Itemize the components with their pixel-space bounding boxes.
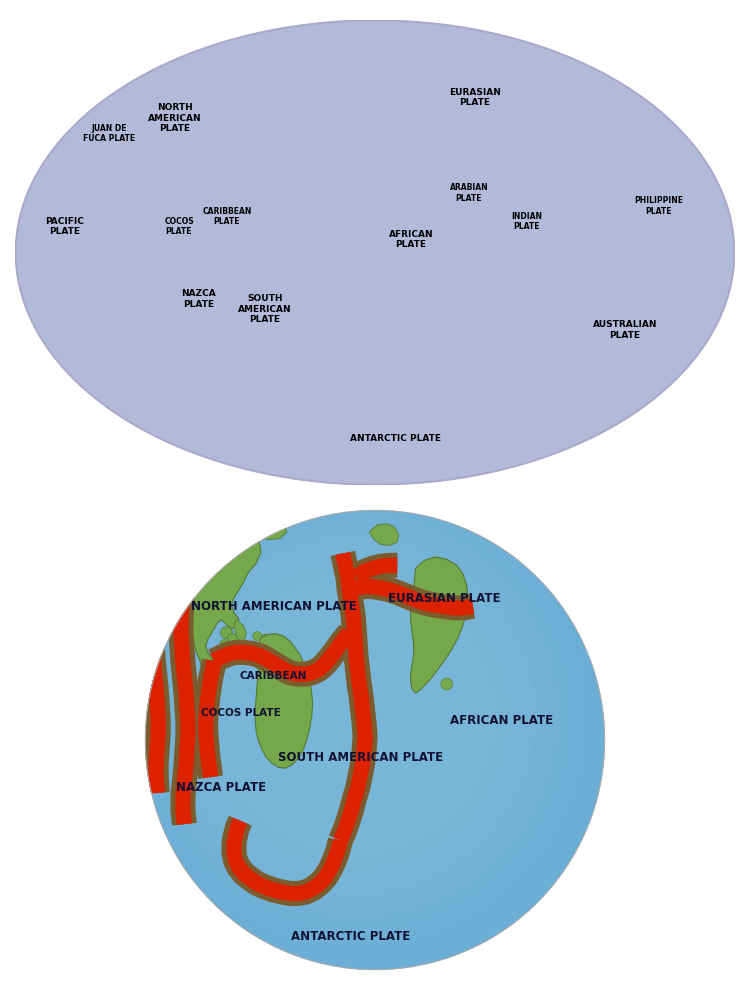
Circle shape <box>227 634 238 644</box>
Polygon shape <box>411 557 468 693</box>
Circle shape <box>268 637 277 645</box>
Text: NAZCA
PLATE: NAZCA PLATE <box>182 289 216 309</box>
Text: EURASIAN
PLATE: EURASIAN PLATE <box>449 88 501 107</box>
Circle shape <box>275 639 284 648</box>
Text: NAZCA PLATE: NAZCA PLATE <box>176 781 266 794</box>
Text: ANTARCTIC PLATE: ANTARCTIC PLATE <box>350 434 440 443</box>
Circle shape <box>261 634 269 643</box>
Text: SOUTH AMERICAN PLATE: SOUTH AMERICAN PLATE <box>278 751 442 764</box>
Text: JUAN DE
FUCA PLATE: JUAN DE FUCA PLATE <box>83 124 135 143</box>
Polygon shape <box>254 520 287 540</box>
Text: ANTARCTIC PLATE: ANTARCTIC PLATE <box>291 930 410 943</box>
Circle shape <box>441 678 453 690</box>
Text: SOUTH
AMERICAN
PLATE: SOUTH AMERICAN PLATE <box>238 294 292 324</box>
Circle shape <box>220 627 232 639</box>
Text: EURASIAN PLATE: EURASIAN PLATE <box>388 592 500 605</box>
Polygon shape <box>186 525 261 669</box>
Text: NORTH AMERICAN PLATE: NORTH AMERICAN PLATE <box>190 600 356 613</box>
Text: ARABIAN
PLATE: ARABIAN PLATE <box>450 183 488 203</box>
Polygon shape <box>369 524 399 545</box>
Polygon shape <box>16 20 734 485</box>
Polygon shape <box>255 634 313 768</box>
Text: AUSTRALIAN
PLATE: AUSTRALIAN PLATE <box>592 320 657 340</box>
Circle shape <box>253 632 262 641</box>
Text: AFRICAN
PLATE: AFRICAN PLATE <box>388 230 433 249</box>
Text: CARIBBEAN: CARIBBEAN <box>240 671 308 681</box>
Text: PACIFIC
PLATE: PACIFIC PLATE <box>46 217 85 236</box>
Text: NORTH
AMERICAN
PLATE: NORTH AMERICAN PLATE <box>148 103 202 133</box>
Text: PHILIPPINE
PLATE: PHILIPPINE PLATE <box>634 196 683 216</box>
Text: COCOS
PLATE: COCOS PLATE <box>164 217 194 236</box>
Circle shape <box>220 640 228 647</box>
Circle shape <box>145 510 605 970</box>
Text: CARIBBEAN
PLATE: CARIBBEAN PLATE <box>202 207 252 226</box>
Text: COCOS PLATE: COCOS PLATE <box>202 708 281 718</box>
Polygon shape <box>234 620 246 641</box>
Text: INDIAN
PLATE: INDIAN PLATE <box>512 212 542 231</box>
Text: AFRICAN PLATE: AFRICAN PLATE <box>450 714 553 727</box>
